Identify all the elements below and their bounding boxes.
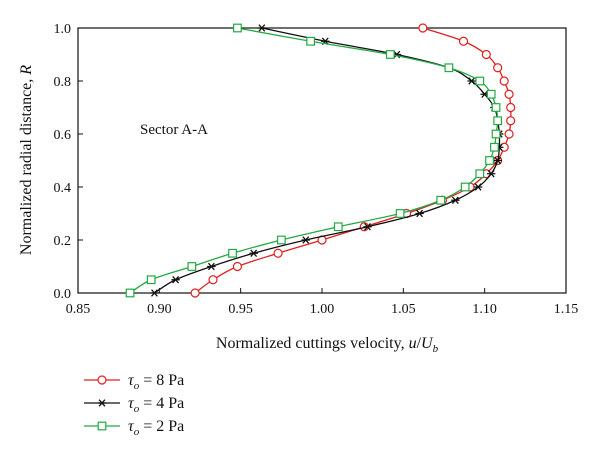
- data-point-circle: [481, 49, 491, 60]
- data-point-square: [385, 50, 395, 59]
- legend-marker-circle: [97, 375, 107, 385]
- x-tick-label: 1.15: [554, 302, 579, 317]
- data-point-square: [491, 129, 501, 139]
- legend-label: τo = 2 Pa: [128, 418, 184, 438]
- data-point-square: [395, 209, 405, 218]
- data-point-asterisk: [415, 209, 424, 218]
- x-tick-label: 1.00: [310, 302, 335, 317]
- y-axis-title-text: Normalized radial distance,: [18, 75, 35, 255]
- legend-item-asterisk: τo = 4 Pa: [84, 395, 184, 415]
- data-point-asterisk: [473, 183, 483, 191]
- x-axis-title-var-U: U: [421, 335, 434, 352]
- data-point-square: [187, 262, 197, 271]
- x-tick-label: 0.90: [147, 302, 172, 317]
- legend-sub: o: [134, 426, 140, 438]
- y-tick-label: 0.2: [54, 234, 72, 249]
- data-point-square: [486, 89, 496, 99]
- data-point-circle: [458, 36, 469, 46]
- data-point-square: [333, 222, 343, 232]
- legend-sub: o: [134, 380, 140, 392]
- y-axis-title-var: R: [18, 65, 35, 76]
- legend-sub: o: [134, 403, 140, 415]
- data-point-circle: [504, 89, 514, 99]
- data-point-circle: [506, 116, 516, 126]
- data-point-asterisk: [451, 196, 460, 205]
- x-tick-label: 0.95: [228, 302, 253, 317]
- series-group: [125, 23, 516, 298]
- x-axis-title: Normalized cuttings velocity, u/Ub: [216, 335, 439, 355]
- data-point-square: [125, 288, 135, 298]
- data-point-square: [460, 182, 470, 192]
- series-line-square: [129, 27, 499, 294]
- data-point-square: [146, 275, 156, 285]
- data-point-asterisk: [150, 289, 159, 297]
- series-line-circle: [194, 27, 512, 294]
- data-point-asterisk: [257, 24, 267, 32]
- x-tick-label: 0.85: [66, 302, 91, 317]
- legend-item-circle: τo = 8 Pa: [84, 372, 184, 392]
- y-tick-label: 0.4: [54, 181, 72, 196]
- legend-tau: τ: [128, 372, 135, 389]
- legend-item-square: τo = 2 Pa: [84, 418, 184, 438]
- data-point-square: [444, 63, 454, 73]
- data-point-square: [228, 248, 237, 258]
- data-point-square: [306, 36, 316, 46]
- data-point-circle: [273, 248, 283, 258]
- legend-marker-square: [97, 421, 107, 431]
- data-point-asterisk: [363, 222, 372, 231]
- data-point-circle: [499, 76, 509, 86]
- x-axis-title-var-u: u: [409, 335, 417, 352]
- x-tick-label: 1.05: [391, 302, 416, 317]
- legend-tau: τ: [128, 418, 135, 435]
- data-point-asterisk: [301, 236, 310, 244]
- data-point-square: [475, 76, 485, 86]
- series-circle: [190, 23, 516, 298]
- y-tick-label: 1.0: [54, 22, 72, 37]
- data-point-square: [490, 142, 499, 152]
- legend-marker-asterisk: [97, 399, 107, 407]
- y-tick-label: 0.6: [54, 128, 72, 143]
- data-point-circle: [506, 102, 516, 113]
- data-point-circle: [418, 23, 428, 33]
- x-axis-title-text: Normalized cuttings velocity,: [216, 335, 409, 352]
- data-point-asterisk: [493, 156, 502, 165]
- data-point-asterisk: [486, 169, 496, 178]
- data-point-square: [276, 235, 286, 245]
- data-point-asterisk: [207, 262, 216, 271]
- y-tick-label: 0.8: [54, 75, 72, 90]
- annotation-sector: Sector A-A: [140, 122, 208, 138]
- data-point-circle: [190, 288, 200, 298]
- data-point-square: [485, 156, 494, 165]
- data-point-asterisk: [171, 275, 180, 284]
- data-point-square: [475, 169, 485, 179]
- x-axis-title-sub-b: b: [433, 343, 439, 355]
- data-point-square: [436, 195, 446, 205]
- data-point-circle: [504, 129, 514, 139]
- x-axis-title-slash: /: [417, 335, 422, 352]
- data-point-asterisk: [467, 77, 476, 85]
- legend-rest: = 8 Pa: [139, 372, 184, 389]
- data-point-circle: [493, 63, 503, 73]
- data-point-circle: [208, 275, 218, 285]
- data-point-asterisk: [249, 249, 258, 258]
- series-square: [125, 23, 503, 298]
- axes: 0.85 0.90 0.95 1.00 1.05 1.10 1.15 0.0 0.2 0.4 0.6…: [54, 22, 579, 317]
- legend-label: τo = 4 Pa: [128, 395, 184, 415]
- data-point-square: [493, 116, 503, 126]
- legend-rest: = 2 Pa: [139, 418, 184, 435]
- data-point-square: [491, 103, 501, 112]
- x-tick-label: 1.10: [472, 302, 497, 317]
- y-tick-label: 0.0: [54, 287, 72, 302]
- data-point-square: [233, 23, 242, 33]
- legend-rest: = 4 Pa: [139, 395, 184, 412]
- legend-label: τo = 8 Pa: [128, 372, 184, 392]
- legend-tau: τ: [128, 395, 135, 412]
- y-axis-title: Normalized radial distance, R: [18, 65, 35, 255]
- data-point-circle: [232, 261, 243, 272]
